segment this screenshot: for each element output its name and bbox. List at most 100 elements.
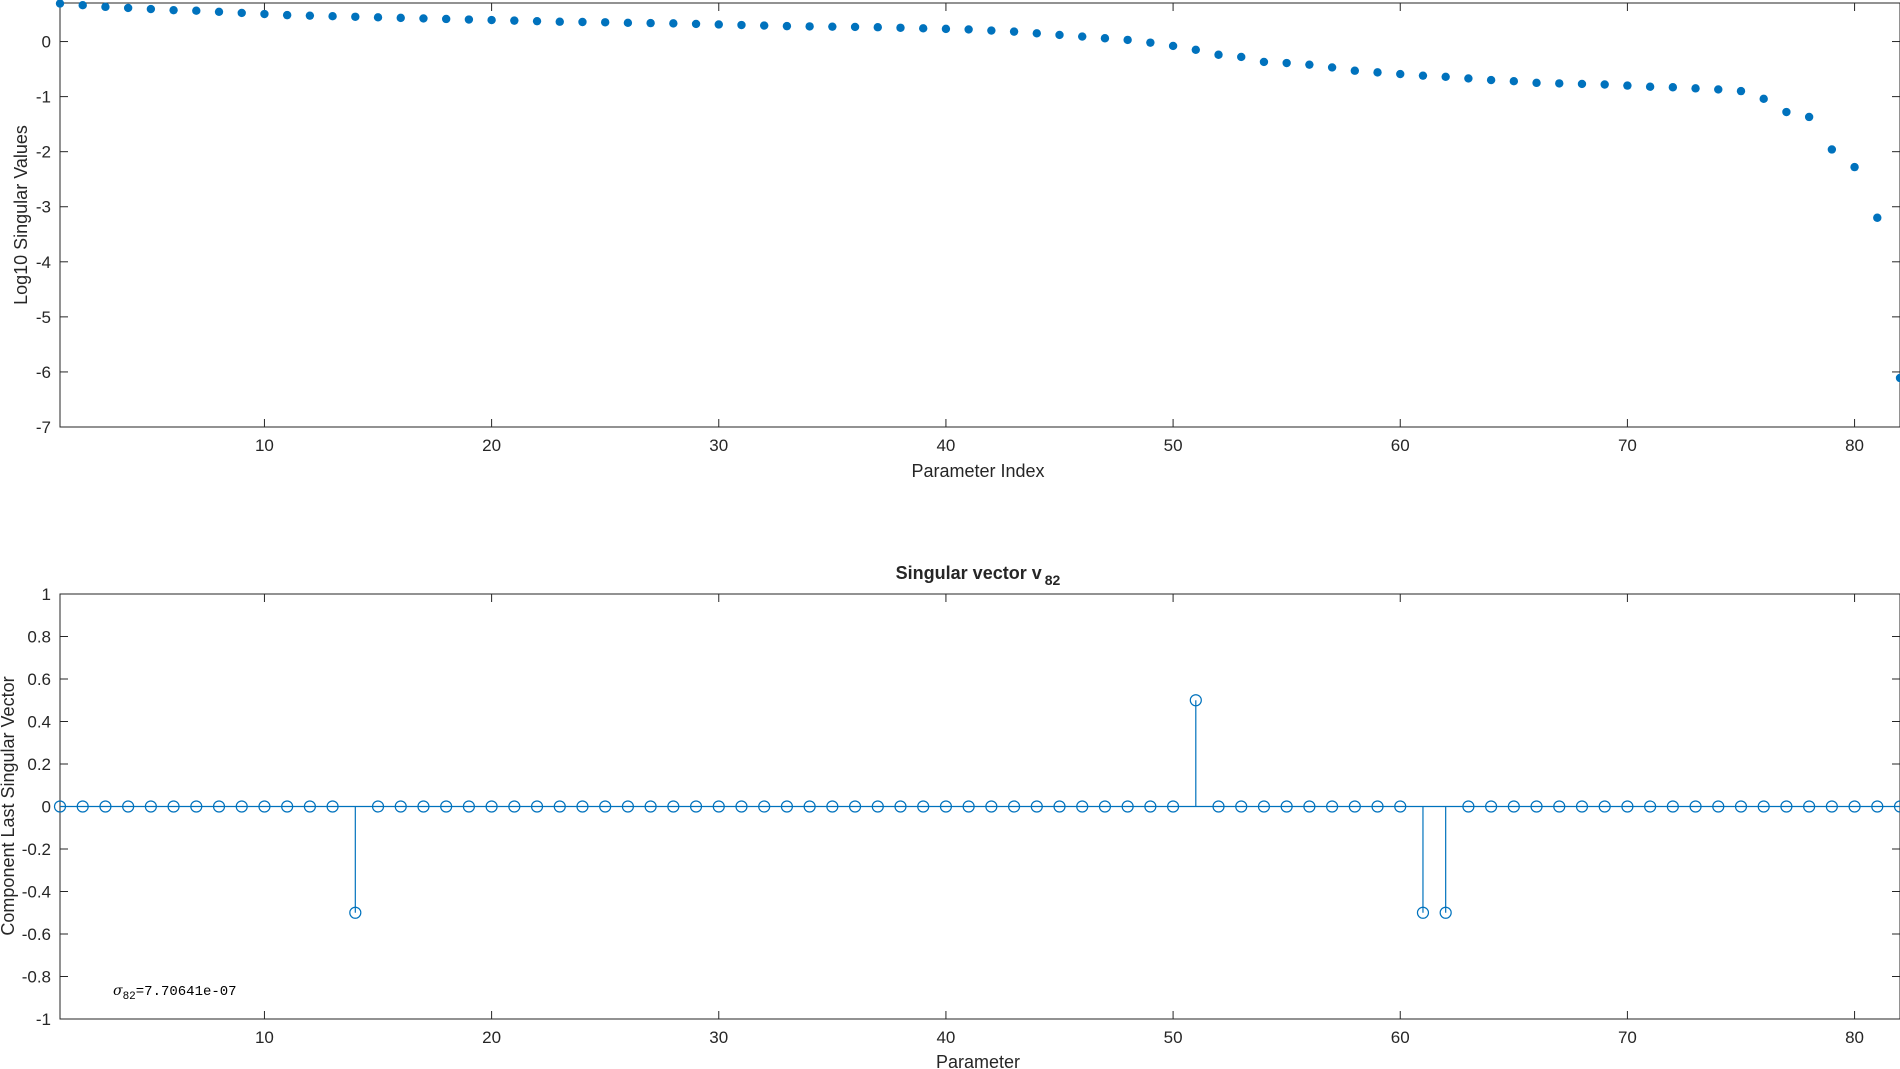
stem-marker [780,800,794,813]
stem-marker [76,800,89,813]
singular-value-point [396,13,405,23]
singular-values-xlabel: Parameter Index [911,461,1044,481]
singular-value-point [646,18,655,28]
singular-value-point [464,15,474,24]
singular-value-point [805,22,814,31]
y-tick-label: -4 [36,253,51,272]
stem-marker [1053,800,1066,813]
singular-value-point [1804,112,1814,122]
singular-value-point [419,14,428,23]
stem-marker [1803,800,1816,813]
y-tick-label: -0.8 [22,968,51,987]
singular-value-point [1009,27,1019,36]
stem-marker [1644,800,1657,813]
singular-value-point [782,21,792,31]
y-tick-label: -1 [36,1010,51,1029]
x-tick-label: 60 [1391,436,1410,455]
y-tick-label: -2 [36,143,51,162]
singular-value-point [260,9,269,19]
x-tick-label: 40 [936,1028,955,1047]
stem-marker [1893,800,1900,813]
singular-value-point [1418,71,1428,80]
singular-value-point [1055,30,1064,40]
stem-marker [1189,694,1202,707]
stem-marker [712,800,725,813]
stem-marker [1121,800,1134,813]
stem-marker [894,800,907,813]
singular-value-point [987,26,996,35]
singular-value-point [192,6,201,15]
x-tick-label: 80 [1845,1028,1864,1047]
singular-value-point [1305,60,1314,69]
stem-marker [644,800,657,813]
singular-value-point [1123,35,1132,45]
singular-value-point [1600,80,1609,89]
x-tick-label: 70 [1618,436,1637,455]
singular-value-point [669,19,678,28]
y-tick-label: -1 [36,88,51,107]
y-tick-label: -5 [36,308,51,327]
singular-values-axes: 10 20 30 40 50 60 70 80 0 -1 -2 -3 -4 -5 -6 -7 Paramete… [11,0,1900,481]
x-tick-label: 30 [709,436,728,455]
x-tick-label: 80 [1845,436,1864,455]
singular-value-point [1668,83,1678,92]
x-tick-label: 20 [482,436,501,455]
singular-value-point [941,24,951,34]
singular-value-point [1464,74,1473,83]
stem-marker [530,800,544,813]
stem-marker [1394,800,1407,813]
stem-marker [576,800,589,813]
singular-value-point [1645,82,1655,91]
singular-values-plot-area [59,2,1900,428]
stem-marker [1076,800,1089,813]
singular-values-ticks: 10 20 30 40 50 60 70 80 0 -1 -2 -3 -4 -5 -6 -7 [36,3,1900,455]
singular-vector-axes: 10 20 30 40 50 60 70 80 1 0.8 0.6 0.4 0.2 0 -0.2 -0.4 -0… [0,563,1900,1069]
singular-vector-stems [53,694,1900,919]
singular-value-point [1078,32,1087,41]
stem-marker [871,800,884,813]
singular-value-point [146,4,156,14]
stem-marker [462,800,475,813]
singular-value-point [1714,85,1723,94]
stem-marker [303,800,316,813]
stem-marker [758,800,771,813]
singular-value-point [873,23,882,32]
singular-value-point [555,17,564,26]
singular-value-point [510,16,519,25]
x-tick-label: 50 [1164,436,1183,455]
singular-vector-ticks: 10 20 30 40 50 60 70 80 1 0.8 0.6 0.4 0.2 0 -0.2 -0.4 -0… [22,585,1900,1047]
stem-marker [235,800,248,813]
stem-marker [1689,800,1702,813]
y-tick-label: -0.6 [22,925,51,944]
singular-value-point [169,5,178,15]
singular-value-point [441,14,451,24]
y-tick-label: 0.2 [27,755,51,774]
singular-values-ylabel: Log10 Singular Values [11,125,31,305]
singular-value-point [1691,84,1700,93]
stem-marker [689,800,703,813]
stem-marker [1757,800,1770,813]
x-tick-label: 10 [255,436,274,455]
singular-value-point [1827,145,1837,154]
stem-marker [508,800,521,813]
sigma-symbol: σ [113,983,123,999]
singular-value-point [78,1,87,10]
singular-value-point [1555,79,1564,88]
singular-value-point [214,7,224,17]
singular-value-point [1146,38,1155,47]
stem-marker [1371,800,1384,813]
singular-value-point [964,25,973,34]
singular-value-point [1509,76,1519,86]
y-tick-label: 0.4 [27,713,51,732]
stem-marker [1280,800,1293,813]
singular-value-point [1873,213,1882,222]
x-tick-label: 70 [1618,1028,1637,1047]
singular-value-point [373,13,383,22]
stem-marker [735,800,748,813]
stem-marker [1007,800,1021,813]
y-tick-label: 1 [42,585,51,604]
singular-value-point [1736,86,1746,96]
singular-value-point [1895,373,1900,383]
singular-value-point [691,19,701,29]
